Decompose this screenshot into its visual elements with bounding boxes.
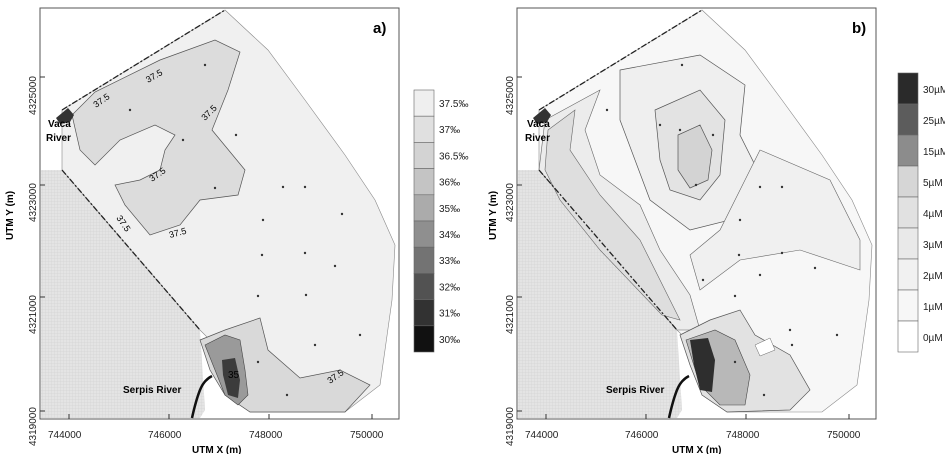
legend-label: 34‰: [439, 230, 460, 241]
legend-label: 4µM: [923, 209, 943, 220]
panel-b-xtick: 750000: [827, 430, 861, 441]
panel-b-serpis-river: [667, 374, 690, 419]
panel-a-xtick: 748000: [249, 430, 283, 441]
panel-b-xaxis-label: UTM X (m): [672, 445, 721, 454]
legend-label: 30‰: [439, 335, 460, 346]
panel-b-ytick: 4325000: [505, 76, 516, 115]
panel-b-ytick: 4319000: [505, 407, 516, 446]
panel-a-xaxis-label: UTM X (m): [192, 445, 241, 454]
panel-b-coastal-band-inner: [544, 109, 681, 321]
panel-b-yaxis-label: UTM Y (m): [488, 191, 499, 240]
legend-label: 32‰: [439, 282, 460, 293]
panel-a-land: [41, 170, 205, 418]
legend-swatch: [897, 103, 919, 136]
legend-swatch: [413, 168, 435, 196]
panel-b-right-swath: [689, 149, 861, 291]
panel-b-stations: [605, 63, 839, 397]
panel-a-ytick: 4319000: [28, 407, 39, 446]
legend-swatch: [413, 142, 435, 169]
legend-label: 37.5‰: [439, 99, 468, 110]
legend-swatch: [897, 320, 919, 353]
legend-swatch: [413, 325, 435, 353]
legend-swatch: [897, 165, 919, 198]
panel-a-vaca-label-line2: River: [46, 133, 71, 144]
panel-a-plume-inner: [222, 358, 240, 398]
panel-a-vaca-label: Vaca: [48, 119, 71, 130]
panel-b-serpis-label: Serpis River: [606, 385, 664, 396]
legend-label: 15µM: [923, 147, 945, 158]
panel-a-xtick: 744000: [48, 430, 82, 441]
panel-b-xtick: 748000: [726, 430, 760, 441]
panel-a-contour-37-region: [71, 39, 246, 236]
legend-label: 30µM: [923, 85, 945, 96]
legend-swatch: [413, 194, 435, 222]
panel-a-xtick: 750000: [350, 430, 384, 441]
legend-label: 2µM: [923, 271, 943, 282]
panel-a-serpis-label: Serpis River: [123, 385, 181, 396]
panel-a-stations: [128, 63, 362, 397]
panel-a-serpis-river: [190, 374, 213, 419]
panel-b-xtick: 744000: [525, 430, 559, 441]
panel-b-offshore-core: [677, 124, 713, 189]
panel-a-legend: 37.5‰ 37‰ 36.5‰ 36‰ 35‰ 34‰ 33‰ 32‰ 31‰ 30‰: [413, 89, 468, 353]
panel-a-ytick: 4323000: [28, 183, 39, 222]
legend-label: 25µM: [923, 116, 945, 127]
panel-b-vaca-mouth: [533, 108, 551, 124]
legend-label: 35‰: [439, 204, 460, 215]
panel-b: b) Vaca River Serpis River 744000 746000…: [488, 7, 945, 454]
legend-swatch: [897, 258, 919, 291]
legend-label: 1µM: [923, 302, 943, 313]
legend-swatch: [897, 196, 919, 229]
panel-a-xtick: 746000: [148, 430, 182, 441]
panel-b-ytick: 4321000: [505, 295, 516, 334]
panel-b-legend: 30µM 25µM 15µM 5µM 4µM 3µM 2µM 1µM 0µM: [897, 72, 945, 353]
panel-a-contour-label: 35: [228, 370, 240, 381]
legend-label: 37‰: [439, 125, 460, 136]
legend-swatch: [897, 72, 919, 105]
panel-a-label: a): [373, 20, 386, 37]
legend-label: 36‰: [439, 178, 460, 189]
legend-label: 3µM: [923, 240, 943, 251]
panel-b-ytick: 4323000: [505, 183, 516, 222]
legend-swatch: [413, 89, 435, 117]
panel-b-vaca-label-line2: River: [525, 133, 550, 144]
legend-label: 5µM: [923, 178, 943, 189]
legend-swatch: [413, 299, 435, 327]
panel-b-label: b): [852, 20, 866, 37]
panel-a-vaca-mouth: [56, 108, 74, 124]
legend-swatch: [413, 115, 435, 143]
legend-swatch: [413, 246, 435, 274]
legend-swatch: [413, 273, 435, 300]
legend-label: 33‰: [439, 256, 460, 267]
panel-b-vaca-label: Vaca: [527, 119, 550, 130]
legend-label: 31‰: [439, 309, 460, 320]
legend-label: 0µM: [923, 333, 943, 344]
panel-a: 37.5 37.5 37.5 37.5 37.5 37.5 35 37.5 a)…: [5, 7, 468, 454]
legend-swatch: [413, 220, 435, 248]
panel-a-ytick: 4321000: [28, 295, 39, 334]
panel-a-yaxis-label: UTM Y (m): [5, 191, 16, 240]
panel-b-coastline: [538, 9, 703, 331]
panel-a-ytick: 4325000: [28, 76, 39, 115]
panel-a-coastline: [61, 9, 226, 331]
panel-b-xtick: 746000: [625, 430, 659, 441]
panel-b-plume-core: [690, 338, 715, 392]
legend-swatch: [897, 289, 919, 322]
panel-b-land: [518, 170, 682, 418]
legend-label: 36.5‰: [439, 151, 468, 162]
legend-swatch: [897, 227, 919, 260]
panel-b-plume-hole: [754, 337, 776, 357]
legend-swatch: [897, 134, 919, 167]
panel-a-contour-label: 37.5: [168, 226, 188, 240]
